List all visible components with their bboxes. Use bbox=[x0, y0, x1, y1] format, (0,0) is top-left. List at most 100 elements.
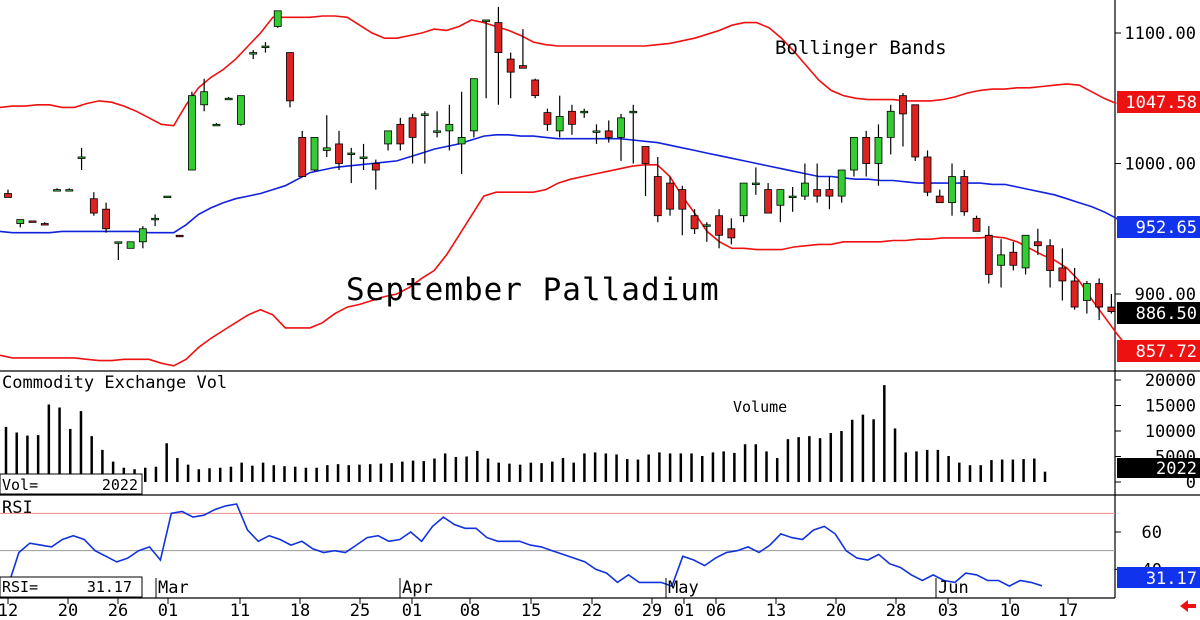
candle bbox=[310, 136, 319, 172]
rsi-line bbox=[7, 503, 1043, 588]
candle bbox=[813, 163, 822, 203]
last-rsi-text: 31.17 bbox=[1146, 569, 1197, 589]
candle-body bbox=[1009, 251, 1018, 266]
arrow-left-icon[interactable] bbox=[1180, 600, 1196, 612]
volume-tick-label: 0 bbox=[1186, 473, 1196, 493]
candle bbox=[641, 146, 650, 197]
candle bbox=[469, 78, 478, 138]
candle-body bbox=[592, 130, 601, 133]
candle bbox=[126, 241, 135, 249]
candle-body bbox=[420, 113, 429, 116]
candle bbox=[200, 78, 209, 112]
candle-body bbox=[433, 130, 442, 133]
candle-body bbox=[776, 189, 785, 206]
rsi-tick-label: 60 bbox=[1142, 523, 1162, 543]
candle bbox=[519, 29, 527, 69]
candle bbox=[53, 188, 61, 192]
time-tick-label: 03 bbox=[938, 601, 958, 620]
month-labels: Mar Apr May Jun bbox=[155, 578, 969, 598]
candle bbox=[1107, 294, 1116, 314]
candle-body bbox=[408, 117, 417, 138]
price-tick-label: 1000.00 bbox=[1124, 155, 1196, 175]
candle-body bbox=[641, 146, 650, 164]
candle bbox=[1033, 228, 1042, 255]
candle bbox=[494, 6, 503, 105]
candle-body bbox=[1021, 234, 1030, 269]
candle bbox=[678, 185, 687, 236]
candle-body bbox=[702, 224, 711, 227]
candle-body bbox=[862, 136, 871, 164]
time-tick-label: 15 bbox=[521, 601, 541, 620]
candle-body bbox=[4, 193, 12, 198]
candle-body bbox=[666, 182, 674, 210]
candle bbox=[175, 234, 184, 238]
rsi-panel: RSI 6040 RSI= 31.17 31.17 bbox=[0, 498, 1200, 598]
candle bbox=[592, 124, 601, 144]
candle bbox=[1009, 241, 1018, 271]
time-tick-label: 08 bbox=[460, 601, 480, 620]
last-price-label-text: 886.50 bbox=[1136, 304, 1197, 324]
last-price-label-box bbox=[1117, 302, 1200, 324]
candle bbox=[77, 147, 86, 171]
candle bbox=[1082, 280, 1091, 314]
time-tick-label: 25 bbox=[350, 601, 370, 620]
candle-body bbox=[16, 219, 25, 224]
candle-body bbox=[102, 208, 110, 230]
candle bbox=[212, 123, 221, 127]
month-label: May bbox=[668, 578, 699, 598]
candle bbox=[911, 104, 920, 161]
candle-body bbox=[1033, 241, 1042, 247]
candle bbox=[420, 111, 429, 164]
candle-body bbox=[469, 78, 478, 132]
candle bbox=[384, 130, 392, 151]
time-tick-label: 13 bbox=[766, 601, 786, 620]
candle-body bbox=[850, 136, 858, 171]
candle bbox=[65, 188, 74, 192]
candle-body bbox=[249, 52, 258, 55]
candle bbox=[138, 226, 147, 249]
candle-body bbox=[727, 228, 736, 239]
price-tick-label: 1100.00 bbox=[1124, 24, 1196, 44]
rsi-readout-box bbox=[0, 576, 143, 598]
candle-body bbox=[972, 217, 981, 232]
candle bbox=[690, 209, 699, 234]
upper-band-label-text: 1047.58 bbox=[1125, 93, 1197, 113]
candle bbox=[653, 156, 662, 223]
candle-body bbox=[212, 123, 221, 127]
candle-body bbox=[617, 117, 625, 138]
candle bbox=[604, 120, 613, 143]
candle-body bbox=[53, 189, 61, 192]
rsi-readout-value: 31.17 bbox=[87, 578, 132, 596]
candle-body bbox=[224, 97, 233, 101]
candle bbox=[617, 113, 625, 161]
time-tick-label: 17 bbox=[1058, 601, 1078, 620]
time-tick-label: 06 bbox=[706, 601, 726, 620]
time-tick-label: 28 bbox=[886, 601, 906, 620]
candle-body bbox=[40, 223, 49, 226]
candle bbox=[4, 189, 12, 198]
last-rsi-box-bg bbox=[1117, 567, 1200, 588]
time-tick-label: 10 bbox=[1000, 601, 1020, 620]
arrow-left-shape bbox=[1180, 600, 1196, 612]
candle bbox=[237, 95, 245, 126]
candle bbox=[960, 170, 969, 216]
price-axis-ticks: 1100.00 1000.00 900.00 bbox=[1115, 24, 1196, 305]
month-label: Mar bbox=[158, 578, 189, 598]
candle bbox=[89, 192, 98, 216]
time-tick-label: 01 bbox=[674, 601, 694, 620]
candle-body bbox=[65, 189, 74, 192]
candle-body bbox=[1046, 245, 1054, 271]
candle-body bbox=[1082, 283, 1091, 301]
candle bbox=[1095, 278, 1104, 321]
candle-body bbox=[114, 241, 123, 244]
candle-body bbox=[764, 189, 773, 214]
candle-body bbox=[923, 156, 932, 193]
candle-body bbox=[273, 10, 282, 27]
candle bbox=[433, 111, 442, 138]
candle-body bbox=[89, 198, 98, 214]
candle bbox=[102, 202, 110, 233]
candle bbox=[163, 195, 172, 199]
candle-body bbox=[886, 110, 895, 138]
candle-body bbox=[506, 58, 515, 73]
